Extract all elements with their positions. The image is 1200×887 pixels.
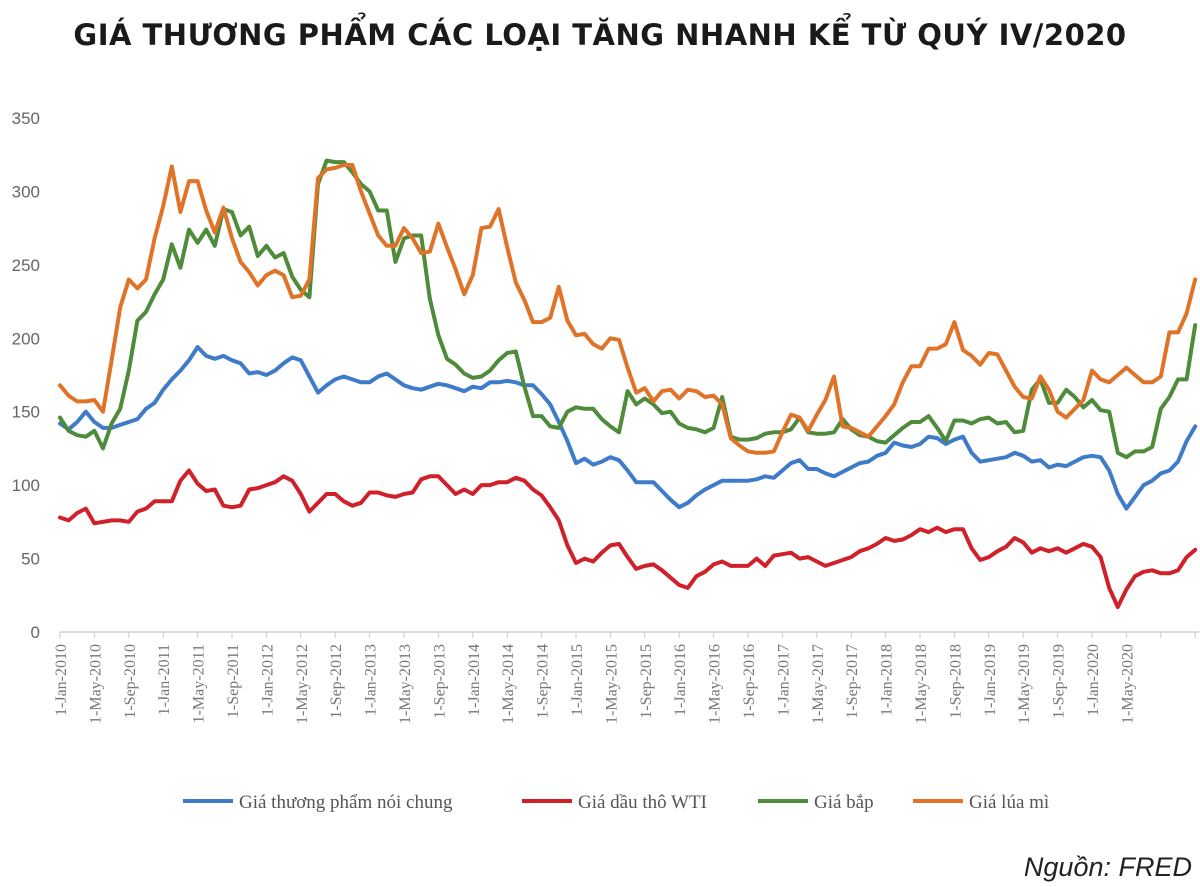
x-tick-label: 1-Jan-2015 bbox=[569, 644, 586, 716]
x-tick-label: 1-Sep-2018 bbox=[947, 644, 964, 719]
x-tick-label: 1-May-2019 bbox=[1016, 644, 1033, 724]
x-tick-label: 1-Sep-2011 bbox=[225, 644, 242, 718]
source-note: Nguồn: FRED bbox=[1023, 852, 1192, 882]
x-tick-label: 1-Sep-2016 bbox=[741, 644, 758, 719]
x-tick-label: 1-Sep-2019 bbox=[1051, 644, 1068, 719]
x-tick-label: 1-Jan-2018 bbox=[879, 644, 896, 716]
x-tick-label: 1-May-2015 bbox=[603, 644, 620, 724]
x-tick-label: 1-May-2018 bbox=[913, 644, 930, 724]
chart-title: GIÁ THƯƠNG PHẨM CÁC LOẠI TĂNG NHANH KỂ T… bbox=[73, 18, 1127, 52]
legend-label: Giá dầu thô WTI bbox=[578, 792, 707, 813]
series-line-1 bbox=[58, 468, 1198, 609]
x-tick-label: 1-Jan-2014 bbox=[466, 644, 483, 716]
x-tick-label: 1-May-2013 bbox=[397, 644, 414, 724]
x-tick-label: 1-Jan-2016 bbox=[672, 644, 689, 716]
y-tick-label: 100 bbox=[12, 476, 40, 495]
x-tick-label: 1-May-2016 bbox=[707, 644, 724, 724]
x-tick-label: 1-Sep-2012 bbox=[328, 644, 345, 719]
x-tick-label: 1-Jan-2020 bbox=[1085, 644, 1102, 716]
x-tick-label: 1-May-2017 bbox=[810, 644, 827, 724]
x-tick-label: 1-May-2020 bbox=[1119, 644, 1136, 724]
x-tick-label: 1-Sep-2015 bbox=[638, 644, 655, 719]
x-tick-label: 1-May-2012 bbox=[294, 644, 311, 724]
y-tick-label: 150 bbox=[12, 403, 40, 422]
x-tick-label: 1-May-2010 bbox=[87, 644, 104, 724]
x-tick-label: 1-Jan-2012 bbox=[259, 644, 276, 716]
x-tick-label: 1-Sep-2014 bbox=[535, 644, 552, 719]
x-tick-label: 1-Sep-2013 bbox=[431, 644, 448, 719]
x-tick-label: 1-May-2014 bbox=[500, 644, 517, 724]
series-line-0 bbox=[58, 345, 1198, 511]
x-tick-label: 1-May-2011 bbox=[191, 644, 208, 723]
x-tick-label: 1-Sep-2010 bbox=[122, 644, 139, 719]
legend-label: Giá bắp bbox=[814, 792, 874, 813]
x-tick-label: 1-Jan-2010 bbox=[53, 644, 70, 716]
x-axis: 1-Jan-2010 1-May-2010 1-Sep-2010 1-Jan-2011… bbox=[53, 631, 1200, 724]
y-tick-label: 300 bbox=[12, 182, 40, 201]
x-tick-label: 1-Jan-2013 bbox=[363, 644, 380, 716]
legend-label: Giá thương phẩm nói chung bbox=[239, 792, 453, 813]
x-tick-label: 1-Jan-2019 bbox=[982, 644, 999, 716]
y-axis: 0 50 100 150 200 250 300 350 bbox=[12, 109, 40, 642]
y-tick-label: 0 bbox=[31, 623, 40, 642]
y-tick-label: 250 bbox=[12, 256, 40, 275]
x-tick-label: 1-Jan-2011 bbox=[156, 644, 173, 715]
legend: Giá thương phẩm nói chung Giá dầu thô WTI… bbox=[183, 792, 1049, 813]
y-tick-label: 350 bbox=[12, 109, 40, 128]
y-tick-label: 200 bbox=[12, 329, 40, 348]
y-tick-label: 50 bbox=[21, 550, 40, 569]
series-lines bbox=[58, 158, 1198, 609]
legend-label: Giá lúa mì bbox=[969, 792, 1049, 813]
series-line-3 bbox=[58, 163, 1198, 455]
x-tick-label: 1-Sep-2017 bbox=[844, 644, 861, 719]
x-tick-label: 1-Jan-2017 bbox=[775, 644, 792, 716]
series-line-2 bbox=[58, 158, 1198, 460]
